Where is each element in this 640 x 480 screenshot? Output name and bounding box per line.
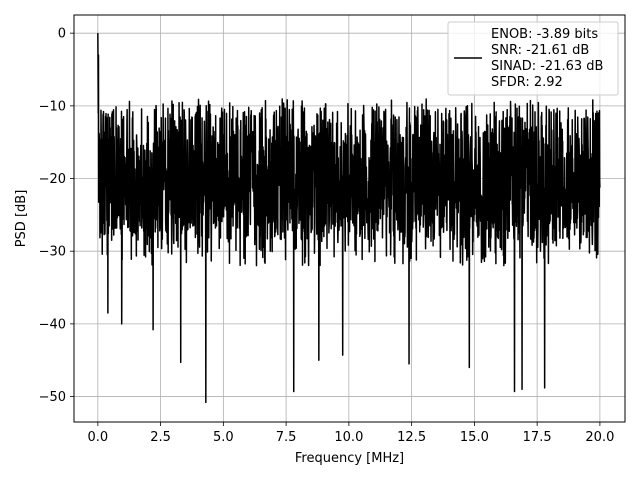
y-tick-label: −10 [39, 99, 66, 114]
legend: ENOB: -3.89 bits SNR: -21.61 dB SINAD: -… [447, 21, 619, 96]
legend-sinad: SINAD: -21.63 dB [491, 59, 603, 74]
x-tick-label: 15.0 [460, 430, 489, 445]
x-tick-label: 0.0 [88, 430, 109, 445]
y-tick-label: 0 [58, 27, 66, 42]
x-tick-label: 10.0 [334, 430, 363, 445]
y-tick-label: −20 [39, 172, 66, 187]
x-tick-label: 5.0 [213, 430, 234, 445]
legend-enob: ENOB: -3.89 bits [491, 27, 598, 42]
y-tick-label: −40 [39, 317, 66, 332]
x-tick-label: 12.5 [397, 430, 426, 445]
y-tick-label: −30 [39, 245, 66, 260]
legend-sfdr: SFDR: 2.92 [491, 75, 563, 90]
x-tick-label: 2.5 [150, 430, 171, 445]
axis-ticks: 0.0 2.5 5.0 7.5 10.0 12.5 15.0 17.5 20.0 0 −10 −20 −… [39, 27, 615, 445]
psd-line [97, 33, 601, 404]
y-axis-label: PSD [dB] [14, 190, 29, 248]
x-axis-label: Frequency [MHz] [295, 451, 404, 466]
x-tick-label: 7.5 [276, 430, 297, 445]
psd-series [97, 33, 601, 404]
x-tick-label: 20.0 [585, 430, 614, 445]
axes-frame [73, 14, 626, 423]
legend-snr: SNR: -21.61 dB [491, 43, 589, 58]
y-tick-label: −50 [39, 390, 66, 405]
legend-box [447, 21, 619, 96]
x-tick-label: 17.5 [523, 430, 552, 445]
